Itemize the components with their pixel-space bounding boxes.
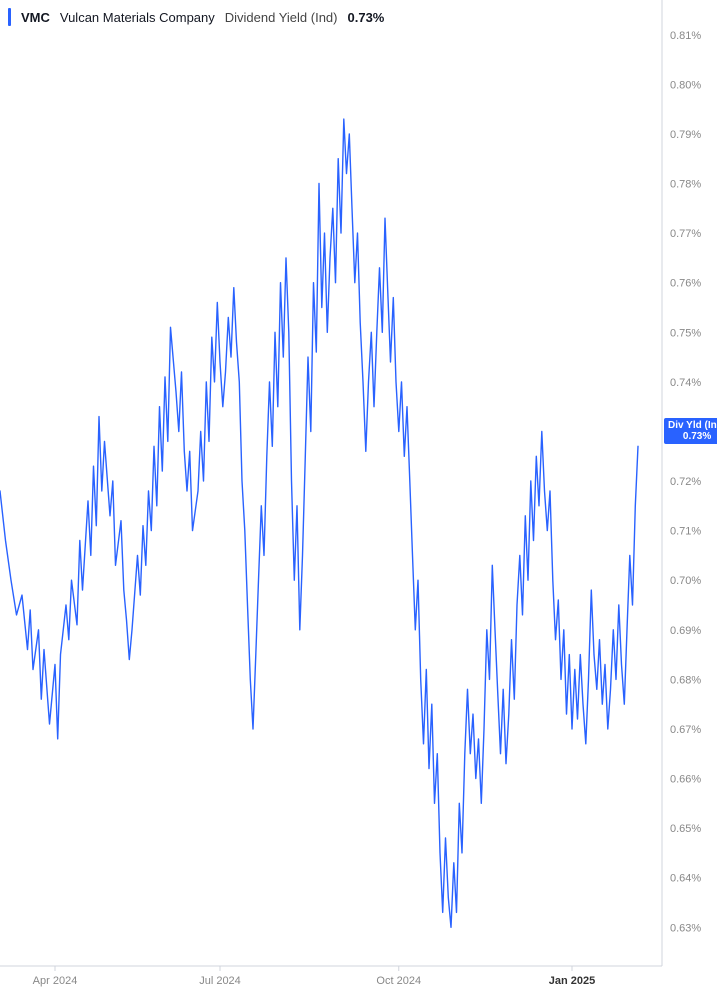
company-name: Vulcan Materials Company [60, 10, 215, 25]
x-tick-label: Oct 2024 [376, 975, 421, 987]
metric-name: Dividend Yield (Ind) [225, 10, 338, 25]
y-tick-label: 0.80% [670, 79, 701, 91]
chart-svg: 0.63% 0.64% 0.65% 0.66% 0.67% 0.68% 0.69% 0.70%… [0, 0, 717, 1005]
y-tick-label: 0.66% [670, 774, 701, 786]
y-tick-label: 0.69% [670, 625, 701, 637]
y-tick-label: 0.63% [670, 922, 701, 934]
y-tick-label: 0.72% [670, 476, 701, 488]
y-tick-label: 0.68% [670, 674, 701, 686]
chart-container: VMC Vulcan Materials Company Dividend Yi… [0, 0, 717, 1005]
y-tick-label: 0.76% [670, 278, 701, 290]
ticker-symbol: VMC [21, 10, 50, 25]
y-tick-label: 0.81% [670, 30, 701, 42]
header-accent-bar [8, 8, 11, 26]
metric-value: 0.73% [348, 10, 385, 25]
x-tick-label: Jan 2025 [549, 975, 595, 987]
y-tick-label: 0.75% [670, 327, 701, 339]
y-tick-label: 0.67% [670, 724, 701, 736]
y-tick-label: 0.79% [670, 129, 701, 141]
y-tick-label: 0.70% [670, 575, 701, 587]
x-tick-label: Apr 2024 [33, 975, 78, 987]
chart-header: VMC Vulcan Materials Company Dividend Yi… [6, 6, 390, 28]
y-tick-label: 0.64% [670, 873, 701, 885]
line-series [0, 119, 638, 927]
x-tick-label: Jul 2024 [199, 975, 241, 987]
y-tick-label: 0.74% [670, 377, 701, 389]
badge-line1: Div Yld (Ind) [668, 420, 717, 431]
badge-line2: 0.73% [668, 431, 717, 442]
y-tick-label: 0.65% [670, 823, 701, 835]
last-value-badge: Div Yld (Ind) 0.73% [664, 418, 717, 444]
y-tick-label: 0.77% [670, 228, 701, 240]
y-tick-label: 0.71% [670, 526, 701, 538]
y-tick-label: 0.78% [670, 179, 701, 191]
